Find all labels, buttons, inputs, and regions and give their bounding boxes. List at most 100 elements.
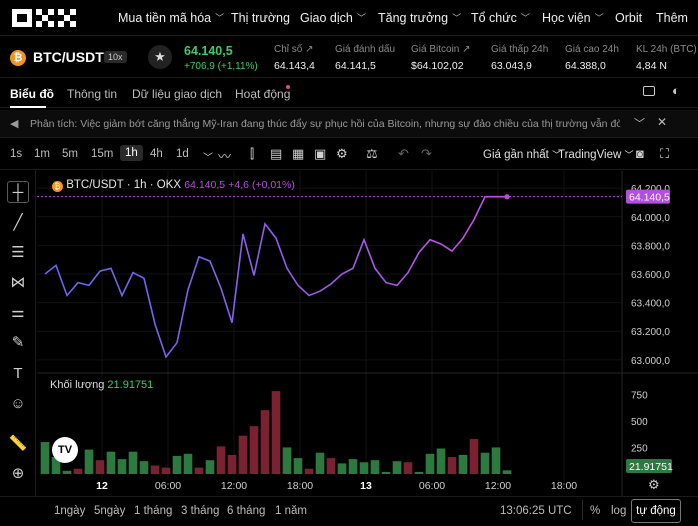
zoom-in-icon[interactable]: ⊕ xyxy=(11,465,25,482)
x-tick-label: 12:00 xyxy=(485,480,511,492)
nav-markets[interactable]: Thị trường xyxy=(231,11,290,25)
nav-grow[interactable]: Tăng trưởng ﹀ xyxy=(378,11,462,25)
emoji-icon[interactable]: ☺ xyxy=(10,395,26,412)
timeframe-15m[interactable]: 15m xyxy=(91,148,114,160)
utc-clock[interactable]: 13:06:25 UTC xyxy=(500,505,572,517)
line-chart-icon[interactable]: 〰 xyxy=(218,149,232,164)
trend-line-icon[interactable]: ╱ xyxy=(13,214,23,231)
compare-icon[interactable]: ⚖ xyxy=(366,146,378,161)
news-text[interactable]: Phân tích: Việc giảm bớt căng thẳng Mỹ-I… xyxy=(30,118,620,130)
volume-bar xyxy=(370,460,380,474)
close-icon[interactable]: ✕ xyxy=(657,115,668,129)
range-1m[interactable]: 1 tháng xyxy=(134,505,173,517)
volume-bar xyxy=(216,446,226,474)
volume-bar xyxy=(414,471,424,474)
news-banner[interactable] xyxy=(0,110,698,138)
camera-icon[interactable]: ◙ xyxy=(636,146,644,161)
volume-bar xyxy=(304,468,314,474)
timeframe-1m[interactable]: 1m xyxy=(34,148,50,160)
timeframe-5m[interactable]: 5m xyxy=(62,148,78,160)
volume-bar xyxy=(282,447,292,474)
nav-more[interactable]: Thêm xyxy=(656,11,688,25)
volume-legend-label: Khối lượng xyxy=(50,379,105,391)
price-chart[interactable]: 63.000,0 63.200,0 63.400,0 63.600,0 63.800,0… xyxy=(37,171,698,496)
stat-index-label[interactable]: Chỉ số ↗ xyxy=(274,44,314,55)
redo-icon[interactable]: ↷ xyxy=(421,146,432,161)
tab-chart[interactable]: Biểu đồ xyxy=(10,87,54,101)
layout-icon[interactable] xyxy=(643,86,655,96)
price-change: +706,9 (+1,11%) xyxy=(184,61,258,72)
stat-volume-value: 4,84 N xyxy=(636,60,667,72)
pair-name[interactable]: BTC/USDT xyxy=(33,49,104,65)
volume-bar xyxy=(128,451,138,474)
chart-legend-title: BTC/USDT · 1h · OKX xyxy=(66,179,182,191)
timeframe-1s[interactable]: 1s xyxy=(10,148,23,160)
nav-trade[interactable]: Giao dịch ﹀ xyxy=(300,11,366,25)
volume-bar xyxy=(106,451,116,474)
tradingview-logo[interactable]: TV xyxy=(52,437,78,463)
okx-logo[interactable] xyxy=(12,9,80,30)
y-tick-label: 63.800,0 xyxy=(631,241,670,252)
tab-trading-data[interactable]: Dữ liệu giao dịch xyxy=(132,87,223,101)
last-price: 64.140,5 xyxy=(184,44,233,58)
range-6m[interactable]: 6 tháng xyxy=(227,505,266,517)
bars-icon[interactable]: ▤ xyxy=(270,146,283,161)
templates-icon[interactable]: ▦ xyxy=(292,146,305,161)
horizontal-lines-icon[interactable]: ☰ xyxy=(11,244,25,261)
pattern-icon[interactable]: ⋈ xyxy=(10,274,26,291)
range-5d[interactable]: 5ngày xyxy=(94,505,126,517)
volume-tick-label: 750 xyxy=(631,390,648,401)
text-tool-icon[interactable]: T xyxy=(13,365,23,382)
chevron-down-icon[interactable]: ﹀ xyxy=(634,118,645,130)
alert-icon[interactable]: ▣ xyxy=(314,146,327,161)
volume-bar xyxy=(458,454,468,474)
favorite-star-icon[interactable]: ★ xyxy=(148,45,172,69)
x-tick-label: 06:00 xyxy=(419,480,445,492)
volume-bar xyxy=(150,465,160,474)
divider xyxy=(582,500,583,520)
log-toggle[interactable]: log xyxy=(611,505,627,517)
tab-activity[interactable]: Hoạt động xyxy=(235,87,291,101)
chevron-down-icon[interactable]: ﹀ xyxy=(203,153,213,164)
tab-info[interactable]: Thông tin xyxy=(67,87,118,101)
range-1d[interactable]: 1ngày xyxy=(54,505,86,517)
volume-bar xyxy=(62,470,72,474)
indicators-icon[interactable]: ⫿ xyxy=(250,146,255,161)
settings-icon[interactable]: ⚙ xyxy=(336,146,348,161)
x-tick-label: 06:00 xyxy=(155,480,181,492)
timeframe-1h[interactable]: 1h xyxy=(120,145,143,161)
range-3m[interactable]: 3 tháng xyxy=(181,505,220,517)
undo-icon[interactable]: ↶ xyxy=(398,146,409,161)
volume-legend: Khối lượng 21.91751 xyxy=(50,379,153,391)
fullscreen-icon[interactable]: ⛶ xyxy=(660,146,670,161)
y-tick-label: 64.200,0 xyxy=(631,184,670,195)
volume-bar xyxy=(403,462,413,474)
stat-btc-price-label[interactable]: Giá Bitcoin ↗ xyxy=(411,44,471,55)
crosshair-icon[interactable]: ┼ xyxy=(7,181,29,203)
brush-icon[interactable]: ✎ xyxy=(11,334,25,351)
nav-institutional[interactable]: Tổ chức ﹀ xyxy=(471,11,530,25)
chevron-down-icon: ﹀ xyxy=(215,13,225,23)
stat-mark-value: 64.141,5 xyxy=(335,60,376,72)
price-type-select[interactable]: Giá gần nhất ﹀ xyxy=(483,149,562,161)
timeframe-1d[interactable]: 1d xyxy=(176,148,189,160)
ruler-icon[interactable]: 📏 xyxy=(8,435,28,452)
fib-icon[interactable]: ⚌ xyxy=(11,304,25,321)
nav-buy-crypto[interactable]: Mua tiền mã hóa ﹀ xyxy=(118,11,225,25)
dark-mode-icon[interactable]: ◐ xyxy=(672,83,680,98)
auto-scale-toggle[interactable]: tự động xyxy=(631,499,681,523)
chart-toolbar xyxy=(0,140,698,170)
volume-bar xyxy=(51,457,61,474)
x-tick-label: 18:00 xyxy=(551,480,577,492)
volume-tag xyxy=(626,459,672,473)
nav-orbit[interactable]: Orbit xyxy=(615,11,643,25)
chart-engine-select[interactable]: TradingView ﹀ xyxy=(558,149,634,161)
percent-toggle[interactable]: % xyxy=(590,505,601,517)
nav-academy[interactable]: Học viện ﹀ xyxy=(542,11,604,25)
stat-index-value: 64.143,4 xyxy=(274,60,315,72)
chart-canvas[interactable]: 63.000,0 63.200,0 63.400,0 63.600,0 63.800,0… xyxy=(37,171,698,496)
chart-settings-gear-icon[interactable]: ⚙ xyxy=(648,477,660,492)
chevron-down-icon: ﹀ xyxy=(452,13,462,23)
timeframe-4h[interactable]: 4h xyxy=(150,148,163,160)
range-1y[interactable]: 1 năm xyxy=(275,505,307,517)
